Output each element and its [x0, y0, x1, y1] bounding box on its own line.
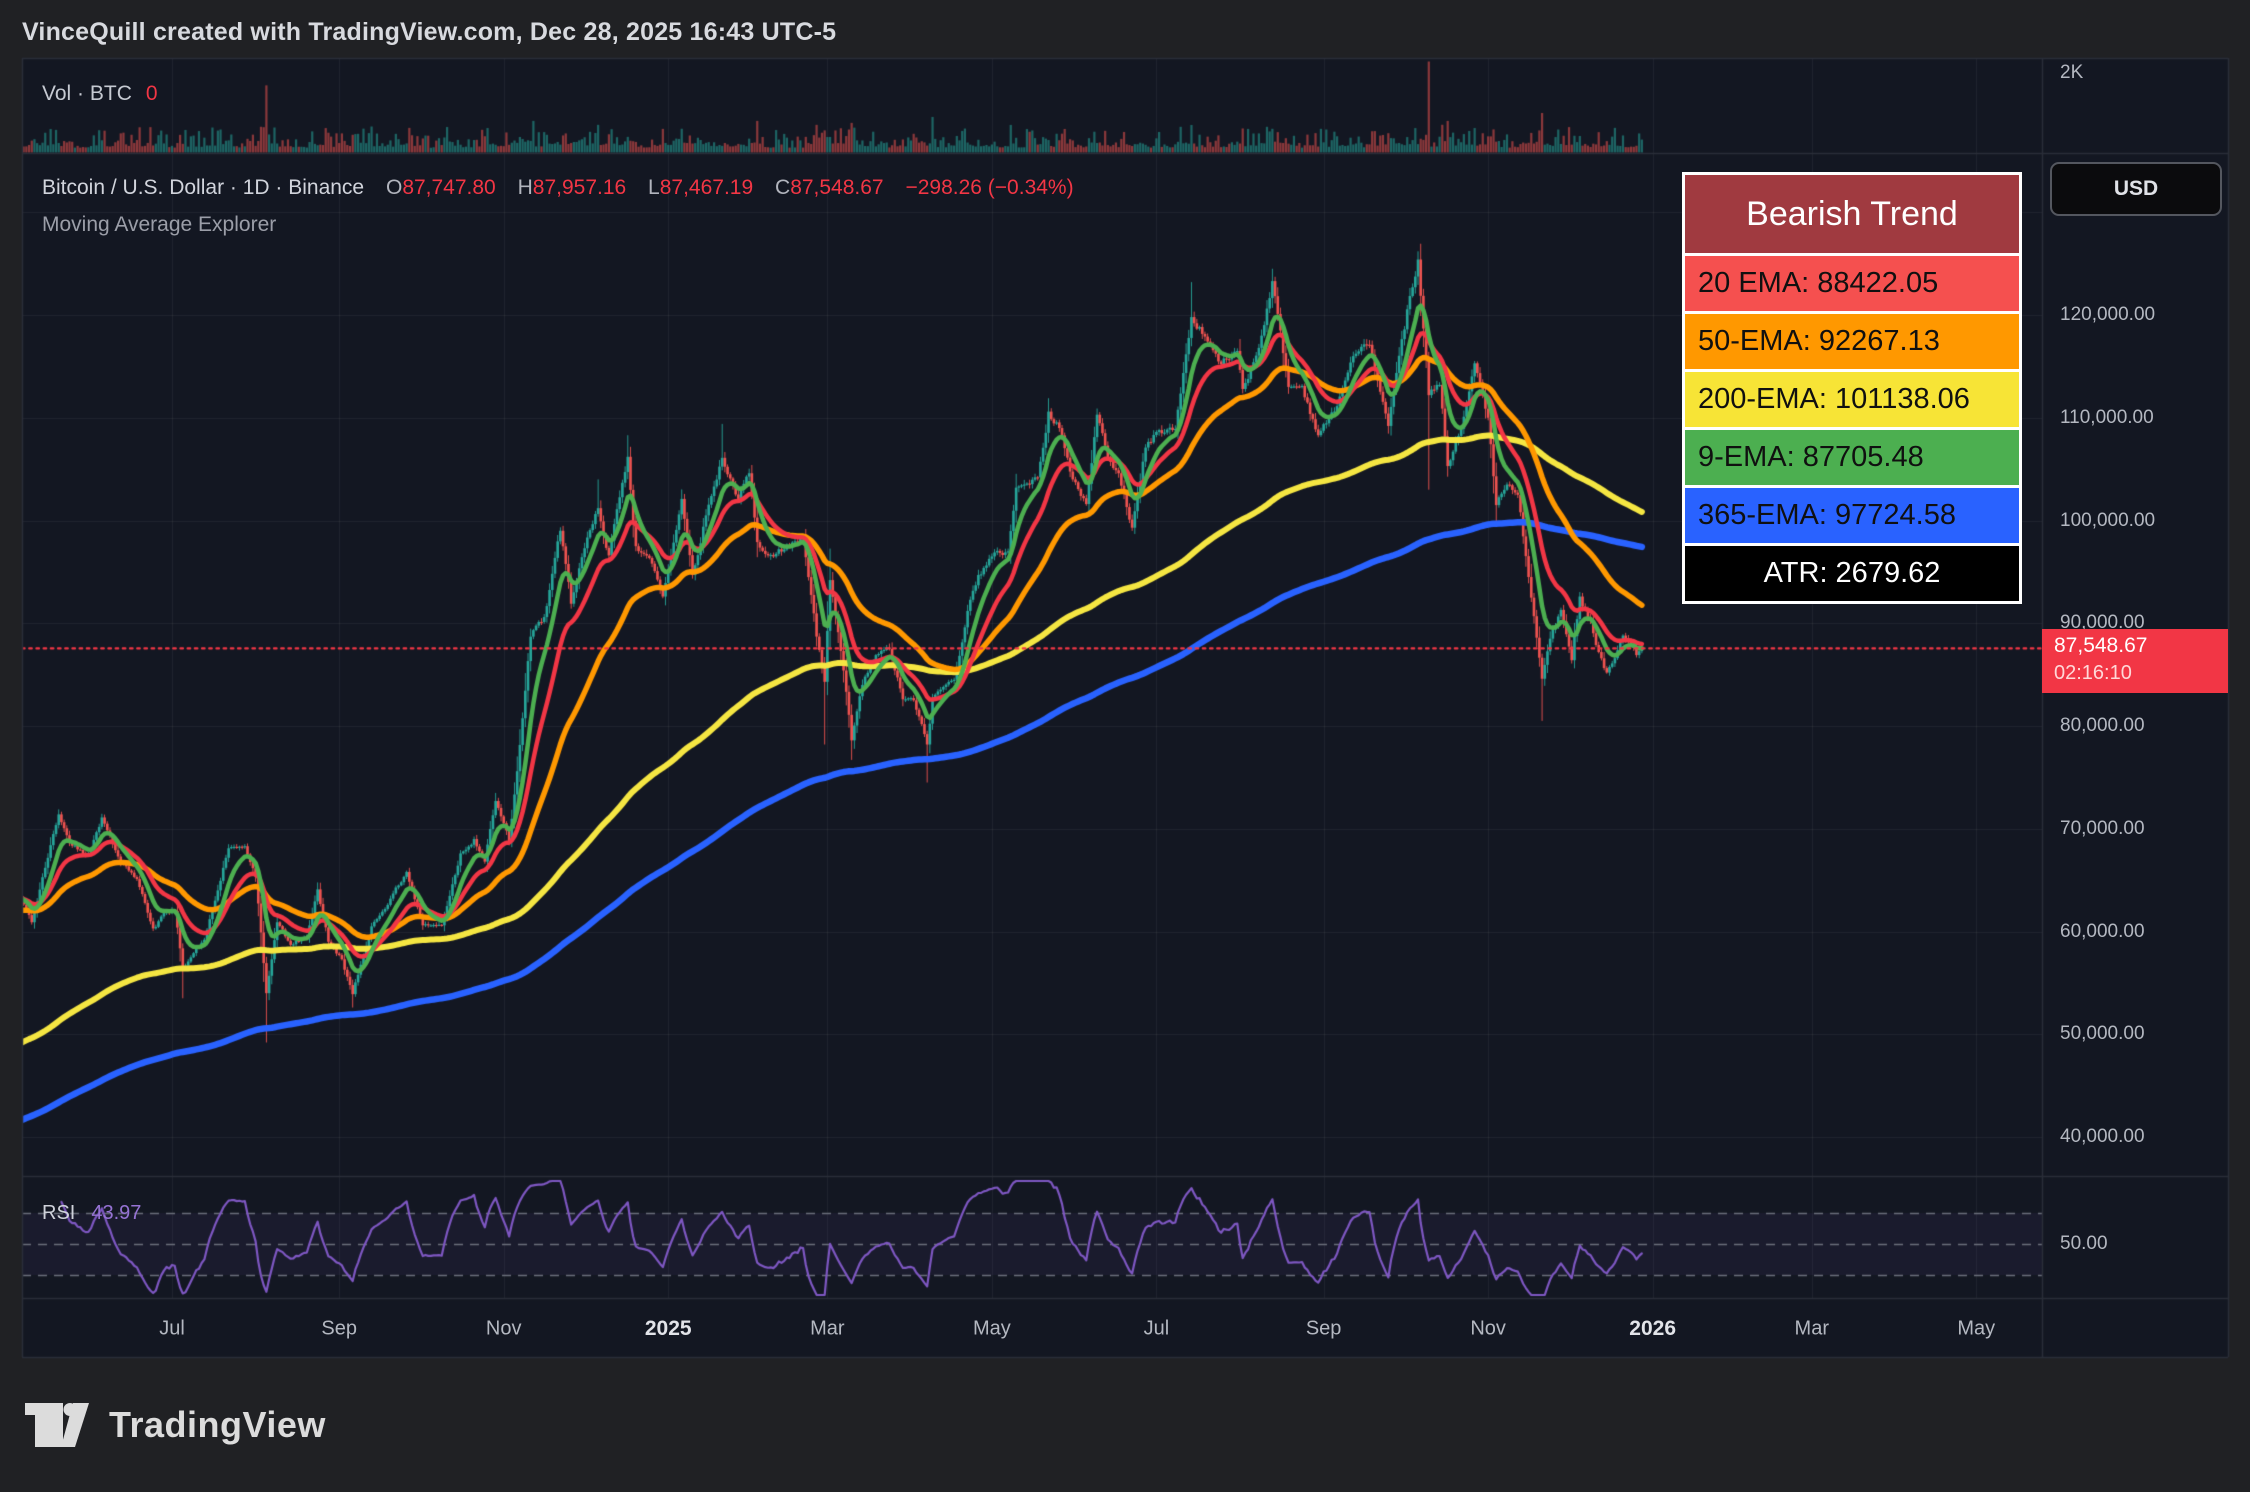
trend-panel-title: Bearish Trend [1685, 175, 2019, 253]
rsi-value: 43.97 [91, 1202, 142, 1224]
currency-toggle-button[interactable]: USD [2050, 162, 2222, 216]
last-price-badge[interactable]: 87,548.67 02:16:10 [2042, 629, 2228, 693]
volume-legend: Vol · BTC 0 [42, 82, 158, 106]
rsi-label: RSI [42, 1202, 76, 1224]
price-axis-label: 120,000.00 [2060, 304, 2156, 325]
close-label: C [775, 176, 791, 199]
time-axis-label: Mar [810, 1317, 845, 1340]
time-axis-label: Sep [1305, 1317, 1342, 1340]
price-axis-label: 40,000.00 [2060, 1126, 2145, 1147]
price-axis-label: 100,000.00 [2060, 509, 2156, 531]
bar-countdown: 02:16:10 [2054, 662, 2132, 684]
rsi-legend: RSI 43.97 [42, 1202, 141, 1225]
high-value: 87,957.16 [532, 176, 627, 199]
trend-panel-row: 20 EMA: 88422.05 [1685, 256, 2019, 311]
time-axis-label: May [1957, 1317, 1996, 1340]
trend-panel-row: 50-EMA: 92267.13 [1685, 314, 2019, 369]
attribution-text: VinceQuill created with TradingView.com,… [22, 18, 837, 46]
tradingview-logo[interactable]: TradingView [25, 1402, 326, 1448]
tradingview-logo-icon [25, 1403, 89, 1447]
low-label: L [648, 176, 660, 199]
trend-panel-atr-row: ATR: 2679.62 [1685, 546, 2019, 601]
time-axis-label: 2025 [644, 1317, 692, 1340]
time-axis-label: 2026 [1629, 1317, 1676, 1340]
trend-panel-rows: 20 EMA: 88422.05 50-EMA: 92267.13 200-EMA:… [1685, 256, 2019, 601]
price-axis-label: 110,000.00 [2060, 406, 2154, 428]
time-axis-label: May [972, 1317, 1011, 1340]
volume-label: Vol · BTC [42, 82, 132, 105]
symbol-title: Bitcoin / U.S. Dollar · 1D · Binance [42, 176, 365, 199]
trend-panel-row: 365-EMA: 97724.58 [1685, 488, 2019, 543]
time-axis-label: Nov [485, 1317, 522, 1340]
trend-panel-row: 200-EMA: 101138.06 [1685, 372, 2019, 427]
price-axis-label: 60,000.00 [2060, 920, 2145, 942]
open-value: 87,747.80 [402, 176, 496, 199]
tradingview-logo-text: TradingView [109, 1404, 326, 1445]
time-axis-label: Jul [1143, 1317, 1170, 1340]
price-axis-label: 80,000.00 [2060, 715, 2145, 736]
low-value: 87,467.19 [659, 176, 754, 199]
volume-value: 0 [145, 82, 158, 105]
price-axis-label: 50,000.00 [2060, 1023, 2145, 1045]
indicator-title: Moving Average Explorer [42, 213, 277, 236]
price-axis-label: 90,000.00 [2060, 612, 2145, 634]
time-axis-label: Nov [1470, 1317, 1506, 1340]
time-axis-label: Sep [321, 1317, 357, 1340]
last-price-value: 87,548.67 [2054, 634, 2148, 657]
close-value: 87,548.67 [790, 176, 884, 199]
change-value: −298.26 (−0.34%) [905, 176, 1074, 199]
rsi-axis-label: 50.00 [2060, 1233, 2108, 1254]
volume-axis-label: 2K [2060, 62, 2084, 83]
time-axis-label: Mar [1794, 1317, 1829, 1340]
symbol-legend: Bitcoin / U.S. Dollar · 1D · Binance O87… [42, 176, 1074, 200]
high-label: H [517, 176, 533, 199]
open-label: O [385, 176, 403, 199]
time-axis-label: Jul [159, 1317, 185, 1340]
trend-summary-panel: Bearish Trend 20 EMA: 88422.05 50-EMA: 92… [1682, 172, 2022, 604]
price-axis-label: 70,000.00 [2060, 817, 2145, 839]
trend-panel-row: 9-EMA: 87705.48 [1685, 430, 2019, 485]
